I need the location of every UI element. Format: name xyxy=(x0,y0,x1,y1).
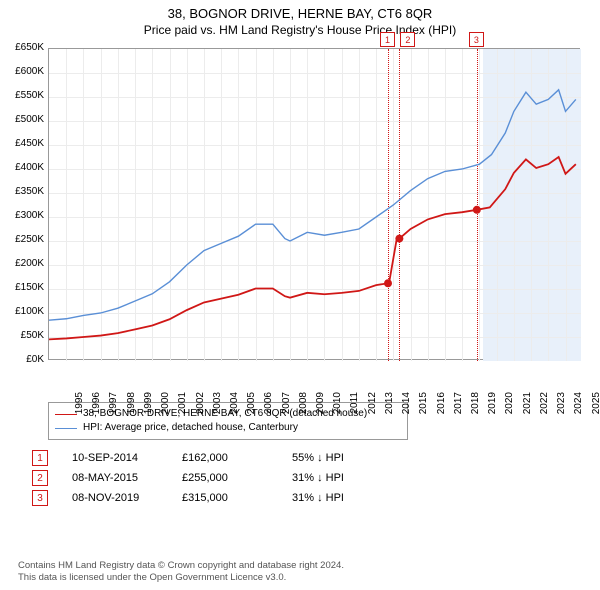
series-dot xyxy=(395,235,403,243)
chart-area xyxy=(48,48,580,360)
y-tick-label: £250K xyxy=(4,234,44,245)
x-tick-label: 2008 xyxy=(298,392,309,422)
series-dot xyxy=(384,279,392,287)
y-tick-label: £450K xyxy=(4,138,44,149)
legend-row: HPI: Average price, detached house, Cant… xyxy=(55,421,401,435)
x-tick-label: 2020 xyxy=(504,392,515,422)
y-tick-label: £650K xyxy=(4,42,44,53)
y-tick-label: £0K xyxy=(4,354,44,365)
title-address: 38, BOGNOR DRIVE, HERNE BAY, CT6 8QR xyxy=(0,6,600,21)
x-tick-label: 2013 xyxy=(384,392,395,422)
x-tick-label: 2014 xyxy=(401,392,412,422)
x-tick-label: 2021 xyxy=(522,392,533,422)
sale-date: 10-SEP-2014 xyxy=(72,452,182,464)
x-tick-label: 2003 xyxy=(212,392,223,422)
y-tick-label: £150K xyxy=(4,282,44,293)
sale-row: 3 08-NOV-2019£315,00031% ↓ HPI xyxy=(28,490,582,506)
y-tick-label: £600K xyxy=(4,66,44,77)
sale-price: £315,000 xyxy=(182,492,292,504)
sale-row: 1 10-SEP-2014£162,00055% ↓ HPI xyxy=(28,450,582,466)
legend-label: HPI: Average price, detached house, Cant… xyxy=(83,421,298,435)
y-tick-label: £350K xyxy=(4,186,44,197)
sale-diff: 31% ↓ HPI xyxy=(292,492,582,504)
x-tick-label: 2015 xyxy=(418,392,429,422)
y-tick-label: £300K xyxy=(4,210,44,221)
y-tick-label: £100K xyxy=(4,306,44,317)
sale-index-box: 3 xyxy=(32,490,48,506)
x-tick-label: 2024 xyxy=(573,392,584,422)
sale-marker-label: 1 xyxy=(380,32,395,47)
x-tick-label: 2010 xyxy=(332,392,343,422)
x-tick-label: 2019 xyxy=(487,392,498,422)
sale-date: 08-MAY-2015 xyxy=(72,472,182,484)
x-tick-label: 1998 xyxy=(126,392,137,422)
x-tick-label: 2017 xyxy=(453,392,464,422)
title-sub: Price paid vs. HM Land Registry's House … xyxy=(0,23,600,37)
x-tick-label: 2006 xyxy=(263,392,274,422)
plot-svg xyxy=(49,49,581,361)
x-tick-label: 2004 xyxy=(229,392,240,422)
x-tick-label: 1999 xyxy=(143,392,154,422)
sale-date: 08-NOV-2019 xyxy=(72,492,182,504)
x-tick-label: 2005 xyxy=(246,392,257,422)
x-tick-label: 2007 xyxy=(281,392,292,422)
sale-diff: 55% ↓ HPI xyxy=(292,452,582,464)
y-tick-label: £550K xyxy=(4,90,44,101)
x-tick-label: 2001 xyxy=(177,392,188,422)
sale-diff: 31% ↓ HPI xyxy=(292,472,582,484)
series-price xyxy=(49,157,576,339)
y-tick-label: £200K xyxy=(4,258,44,269)
x-tick-label: 2023 xyxy=(556,392,567,422)
sales-table: 1 10-SEP-2014£162,00055% ↓ HPI 2 08-MAY-201… xyxy=(28,446,582,510)
y-tick-label: £500K xyxy=(4,114,44,125)
y-tick-label: £50K xyxy=(4,330,44,341)
x-tick-label: 2022 xyxy=(539,392,550,422)
sale-index-box: 1 xyxy=(32,450,48,466)
x-tick-label: 1995 xyxy=(74,392,85,422)
x-tick-label: 2016 xyxy=(436,392,447,422)
x-tick-label: 2012 xyxy=(367,392,378,422)
figure: 38, BOGNOR DRIVE, HERNE BAY, CT6 8QR Pri… xyxy=(0,0,600,590)
sale-marker-label: 3 xyxy=(469,32,484,47)
y-tick-label: £400K xyxy=(4,162,44,173)
sale-index-box: 2 xyxy=(32,470,48,486)
sale-marker-label: 2 xyxy=(400,32,415,47)
footer: Contains HM Land Registry data © Crown c… xyxy=(18,560,582,584)
footer-line2: This data is licensed under the Open Gov… xyxy=(18,572,582,584)
x-tick-label: 2009 xyxy=(315,392,326,422)
sale-price: £162,000 xyxy=(182,452,292,464)
x-tick-label: 2025 xyxy=(591,392,600,422)
sale-price: £255,000 xyxy=(182,472,292,484)
titles: 38, BOGNOR DRIVE, HERNE BAY, CT6 8QR Pri… xyxy=(0,0,600,37)
x-tick-label: 2000 xyxy=(160,392,171,422)
x-tick-label: 2011 xyxy=(349,392,360,422)
x-tick-label: 1997 xyxy=(108,392,119,422)
x-tick-label: 2018 xyxy=(470,392,481,422)
legend-swatch xyxy=(55,428,77,429)
footer-line1: Contains HM Land Registry data © Crown c… xyxy=(18,560,582,572)
series-hpi xyxy=(49,90,576,320)
x-tick-label: 2002 xyxy=(195,392,206,422)
sale-row: 2 08-MAY-2015£255,00031% ↓ HPI xyxy=(28,470,582,486)
series-dot xyxy=(473,206,481,214)
x-tick-label: 1996 xyxy=(91,392,102,422)
